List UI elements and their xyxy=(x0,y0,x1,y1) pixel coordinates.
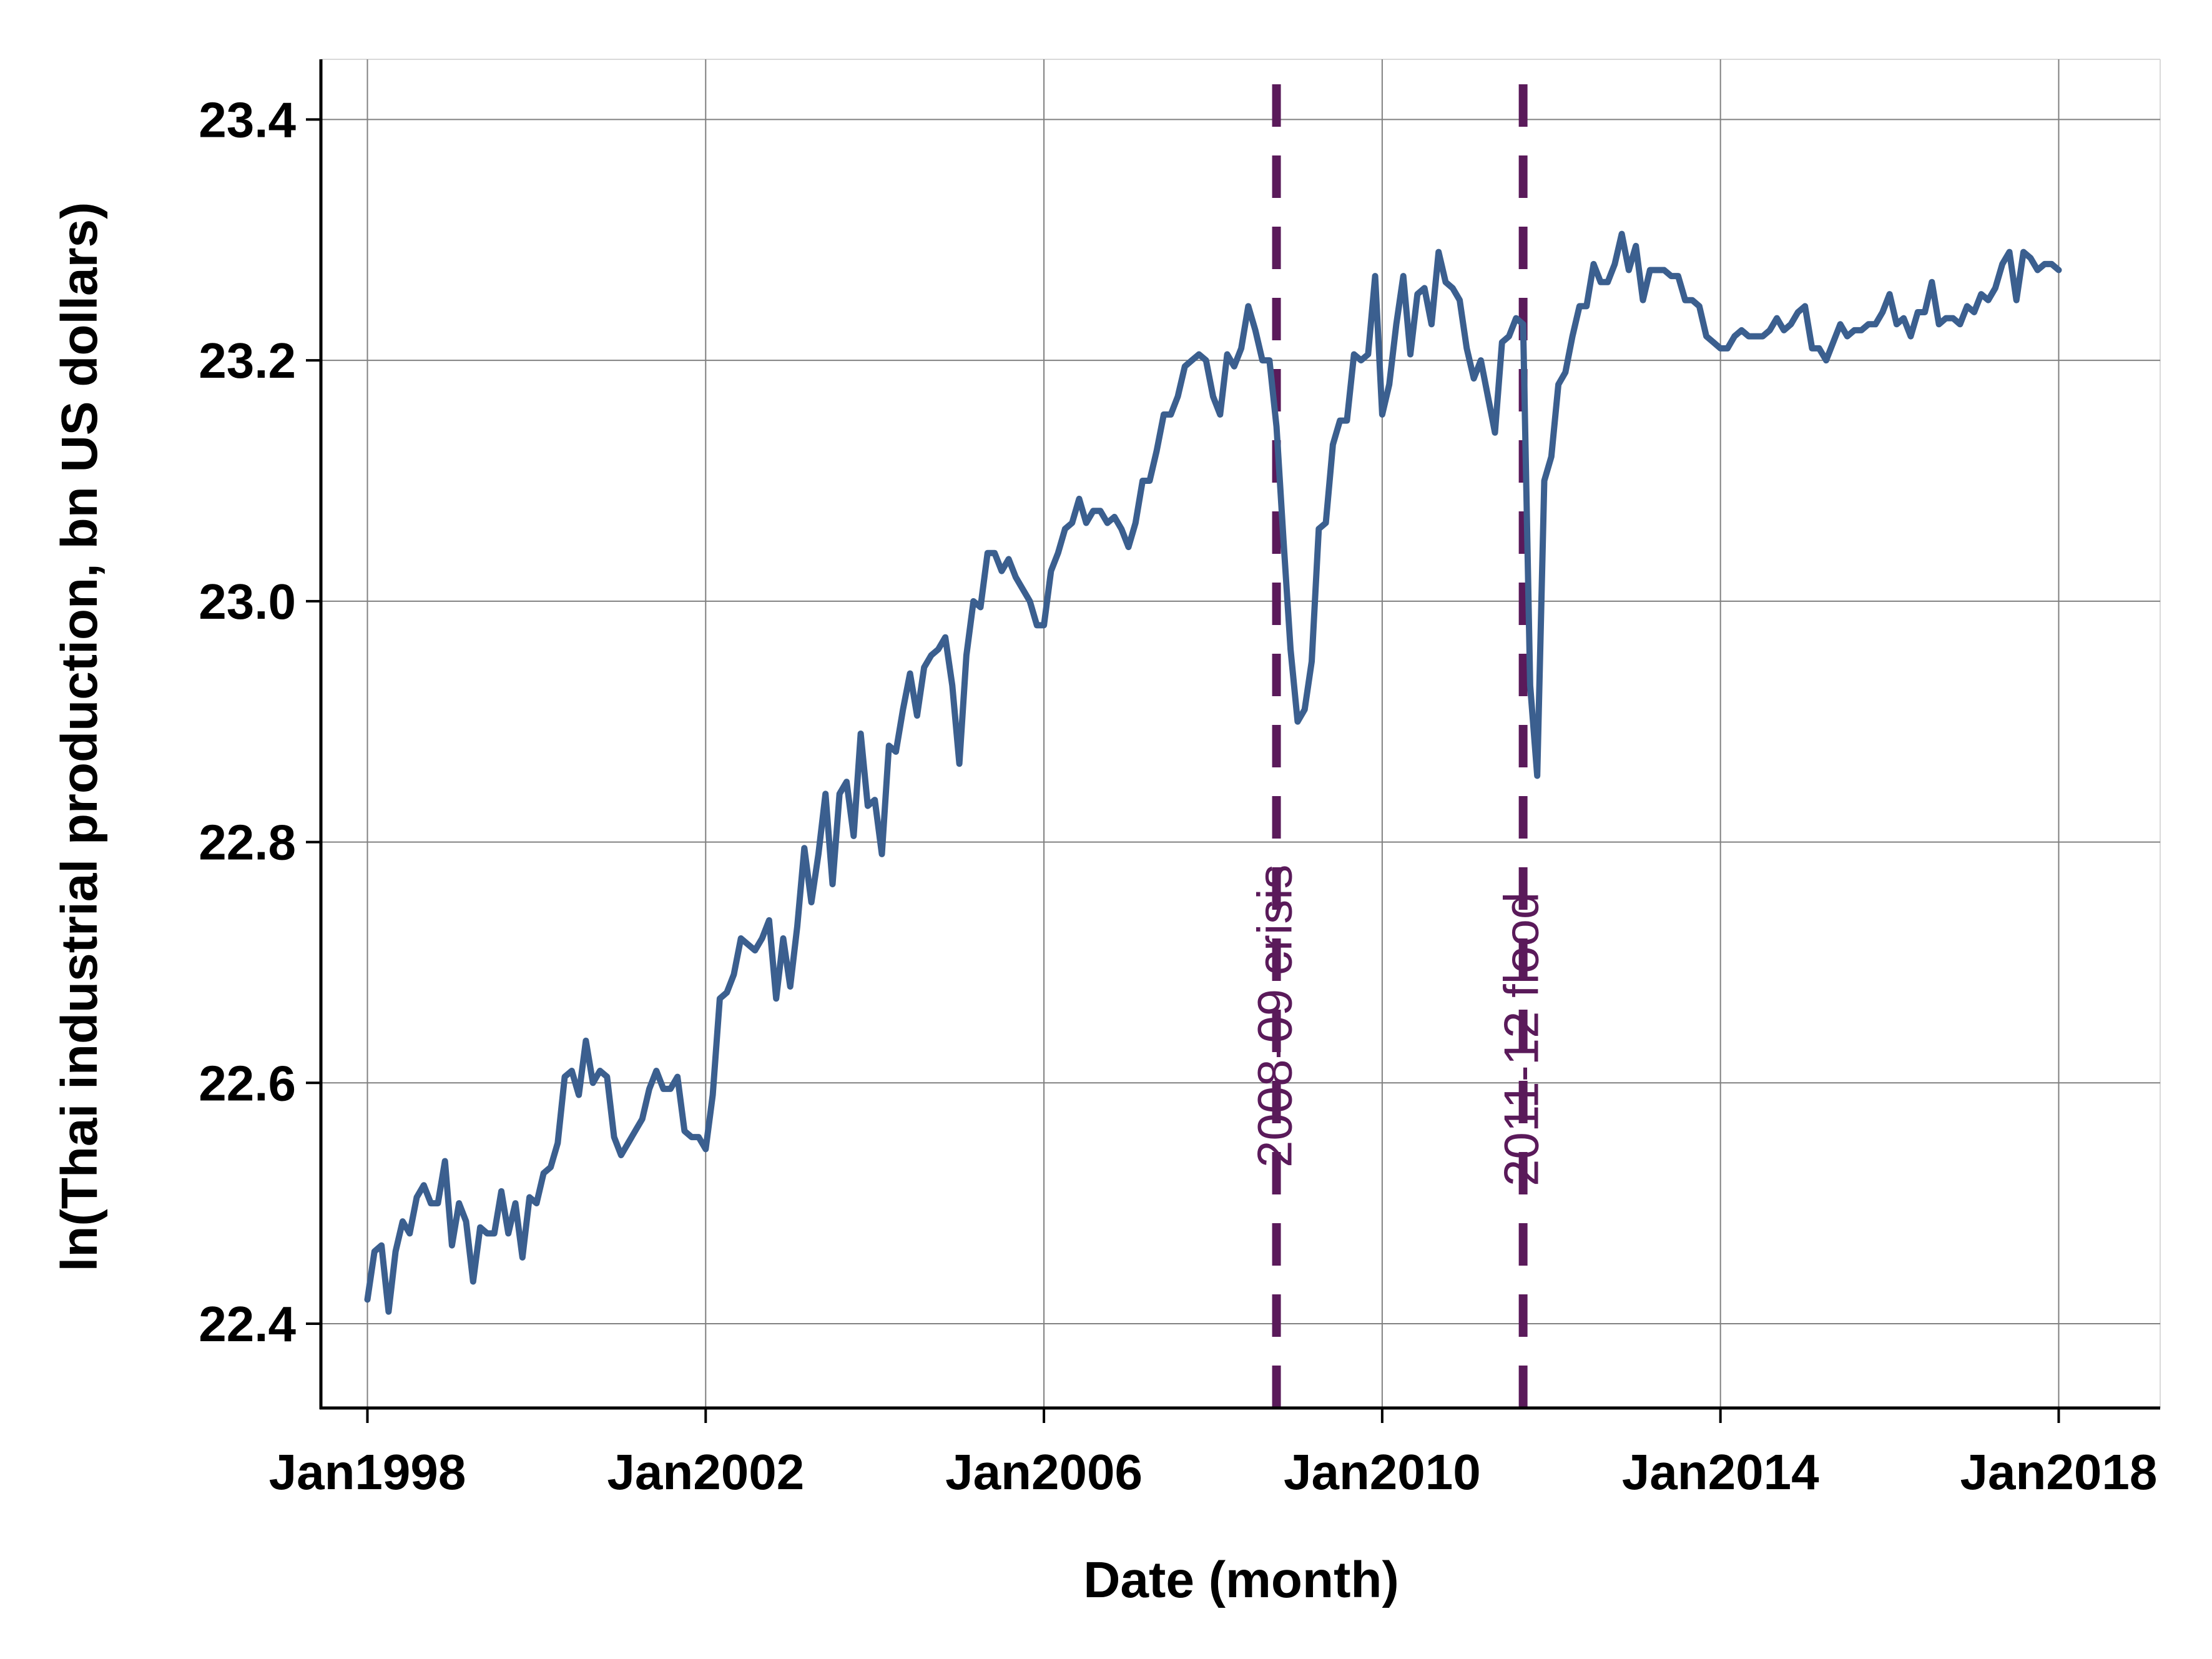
y-tick-label: 23.2 xyxy=(199,333,296,388)
y-axis-title: ln(Thai industrial production, bn US dol… xyxy=(51,202,108,1272)
x-tick-label: Jan2014 xyxy=(1622,1444,1819,1500)
series-layer xyxy=(364,230,2062,1315)
y-tick-label: 22.6 xyxy=(199,1055,296,1111)
axes xyxy=(306,59,2160,1423)
event-label: 2008-09 crisis xyxy=(1247,864,1302,1168)
y-tick-label: 23.4 xyxy=(199,92,296,147)
x-tick-label: Jan2002 xyxy=(607,1444,804,1500)
x-axis-title: Date (month) xyxy=(1083,1552,1399,1608)
x-tick-label: Jan1998 xyxy=(269,1444,466,1500)
x-tick-label: Jan2006 xyxy=(945,1444,1143,1500)
x-tick-label: Jan2010 xyxy=(1284,1444,1481,1500)
tick-labels: 22.4 22.6 22.8 23.0 23.2 23.4 Jan1998 Jan2002 Ja… xyxy=(199,92,2157,1500)
y-tick-label: 22.4 xyxy=(199,1296,296,1352)
event-label: 2011-12 flood xyxy=(1494,892,1549,1186)
y-tick-label: 22.8 xyxy=(199,815,296,870)
y-tick-label: 23.0 xyxy=(199,574,296,629)
series-line xyxy=(364,230,2062,1315)
grid-lines xyxy=(321,59,2161,1408)
x-tick-label: Jan2018 xyxy=(1960,1444,2158,1500)
event-markers: 2008-09 crisis 2011-12 flood xyxy=(1247,84,1549,1408)
